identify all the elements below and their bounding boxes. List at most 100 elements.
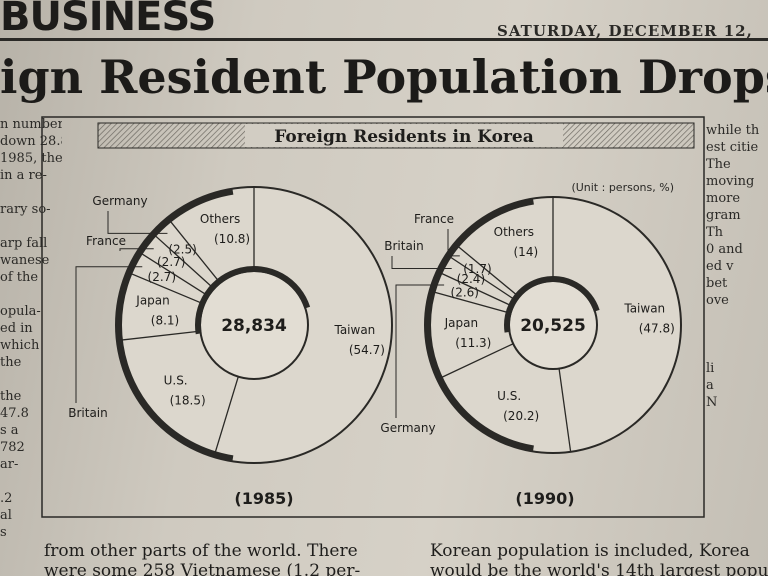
column-line: bet <box>706 276 728 291</box>
masthead: BUSINESS <box>0 0 216 40</box>
slice-divider <box>429 290 511 314</box>
slice-name-label: Taiwan <box>333 323 375 337</box>
column-line: ove <box>706 293 729 308</box>
slice-value-label: (2.5) <box>168 242 196 256</box>
dateline: SATURDAY, DECEMBER 12, <box>497 22 753 40</box>
column-line: al <box>0 508 12 523</box>
slice-divider <box>445 253 517 302</box>
pie-chart-1990: 20,525 (1990) Taiwan (47.8) U.S. (20.2) Japan (… <box>380 196 682 508</box>
slice-value-label: (10.8) <box>214 232 250 246</box>
column-line <box>706 326 768 343</box>
slice-name-label: Britain <box>384 239 424 253</box>
column-line: moving <box>706 174 755 189</box>
chart-figure: Foreign Residents in Korea (Unit : perso… <box>40 115 706 520</box>
column-line: s a <box>0 423 19 438</box>
column-line: s <box>0 525 7 540</box>
slice-divider <box>558 368 572 452</box>
slice-value-label: (14) <box>514 245 539 259</box>
slice-value-label: (2.7) <box>148 270 176 284</box>
slice-value-label: (2.7) <box>157 255 185 269</box>
column-line: down 28.8 <box>0 134 62 149</box>
pie-center-shadow <box>504 276 600 333</box>
pie-year-label: (1985) <box>234 489 293 508</box>
title-backdrop <box>245 124 563 147</box>
pie-charts-svg: Foreign Residents in Korea (Unit : perso… <box>41 116 705 518</box>
column-line: which <box>0 338 40 353</box>
column-line: N <box>706 395 718 410</box>
column-line: ed in <box>0 321 33 336</box>
slice-value-label: (1.7) <box>463 262 491 276</box>
column-line: 0 and <box>706 242 743 257</box>
bottom-right-line-1: Korean population is included, Korea <box>430 541 750 561</box>
column-line: The <box>706 157 731 172</box>
column-line: more <box>706 191 741 206</box>
masthead-rule <box>0 38 768 41</box>
bottom-left-line-1: from other parts of the world. There <box>44 541 358 561</box>
leader-line <box>391 256 452 269</box>
column-line: rary so- <box>0 202 51 217</box>
column-line: the <box>0 389 22 404</box>
column-line: li <box>706 361 715 376</box>
column-line: a <box>706 378 714 393</box>
pie-year-label: (1990) <box>515 489 574 508</box>
column-line: the <box>0 355 22 370</box>
column-line: of the <box>0 270 39 285</box>
slice-value-label: (18.5) <box>170 393 206 407</box>
slice-name-label: U.S. <box>164 373 188 387</box>
chart-title: Foreign Residents in Korea <box>274 127 534 147</box>
column-line: 1985, the <box>0 151 62 166</box>
slice-divider <box>453 242 520 298</box>
column-line: while th <box>706 123 760 138</box>
leader-line <box>447 229 460 257</box>
column-line <box>706 343 768 360</box>
pie-shadow-arc <box>425 198 534 452</box>
column-line: est citie <box>706 140 759 155</box>
chart-frame <box>41 116 705 518</box>
column-line: n number- <box>0 117 62 132</box>
column-line <box>706 309 768 326</box>
column-line: opula- <box>0 304 41 319</box>
bottom-left-line-2: were some 258 Vietnamese (1.2 per- <box>44 561 361 576</box>
pie-center-shadow <box>195 266 311 335</box>
slice-name-label: U.S. <box>497 389 521 403</box>
slice-name-label: Germany <box>92 194 147 208</box>
slice-name-label: Others <box>494 225 534 239</box>
pie-shadow-arc <box>116 188 234 462</box>
bottom-left-text: from other parts of the world. There wer… <box>44 541 360 576</box>
pie-chart-1985: 28,834 (1985) Taiwan (54.7) U.S. (18.5) Japan (… <box>68 186 393 508</box>
slice-divider <box>151 231 215 290</box>
column-line: ed v <box>706 259 734 274</box>
slice-name-label: Others <box>200 212 240 226</box>
slice-value-label: (47.8) <box>639 322 675 336</box>
column-line: ar- <box>0 457 19 472</box>
leader-line <box>75 266 143 403</box>
unit-note: (Unit : persons, %) <box>571 181 674 194</box>
leader-line <box>395 284 445 418</box>
pie-total-label: 28,834 <box>221 316 287 336</box>
slice-name-label: Japan <box>444 316 478 330</box>
column-line: Th <box>706 225 724 240</box>
slice-value-label: (2.6) <box>451 286 479 300</box>
slice-divider <box>213 376 239 458</box>
column-line: wanese <box>0 253 50 268</box>
column-line: 47.8 <box>0 406 29 421</box>
slice-value-label: (8.1) <box>151 314 179 328</box>
column-line: gram <box>706 208 741 223</box>
slice-divider <box>436 343 514 381</box>
slice-name-label: Germany <box>380 421 435 435</box>
slice-value-label: (20.2) <box>503 409 539 423</box>
slice-divider <box>166 217 221 284</box>
bottom-right-text: Korean population is included, Korea wou… <box>430 541 768 576</box>
slice-divider <box>126 271 205 305</box>
column-line: .2 <box>0 491 13 506</box>
bottom-right-line-2: would be the world's 14th largest popu- <box>430 561 768 576</box>
slice-divider <box>137 250 209 297</box>
slice-name-label: Taiwan <box>623 302 665 316</box>
column-line: 782 <box>0 440 25 455</box>
pie-total-label: 20,525 <box>520 316 586 336</box>
headline: ign Resident Population Drops 28 <box>0 50 768 104</box>
slice-name-label: France <box>86 234 126 248</box>
slice-name-label: Japan <box>135 294 169 308</box>
slice-value-label: (11.3) <box>455 336 491 350</box>
